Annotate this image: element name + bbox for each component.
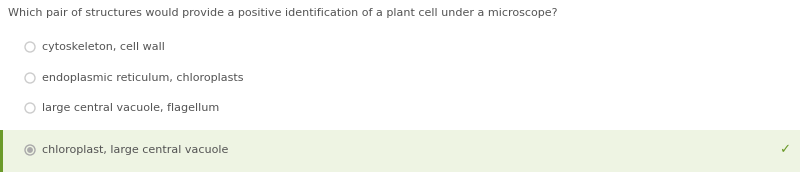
- Bar: [0, 130, 3, 172]
- Text: Which pair of structures would provide a positive identification of a plant cell: Which pair of structures would provide a…: [8, 8, 558, 18]
- Bar: [0, 130, 800, 172]
- Text: ✓: ✓: [779, 143, 790, 157]
- Text: endoplasmic reticulum, chloroplasts: endoplasmic reticulum, chloroplasts: [42, 73, 243, 83]
- Text: large central vacuole, flagellum: large central vacuole, flagellum: [42, 103, 219, 113]
- Text: chloroplast, large central vacuole: chloroplast, large central vacuole: [42, 145, 228, 155]
- Text: cytoskeleton, cell wall: cytoskeleton, cell wall: [42, 42, 165, 52]
- Circle shape: [28, 148, 32, 152]
